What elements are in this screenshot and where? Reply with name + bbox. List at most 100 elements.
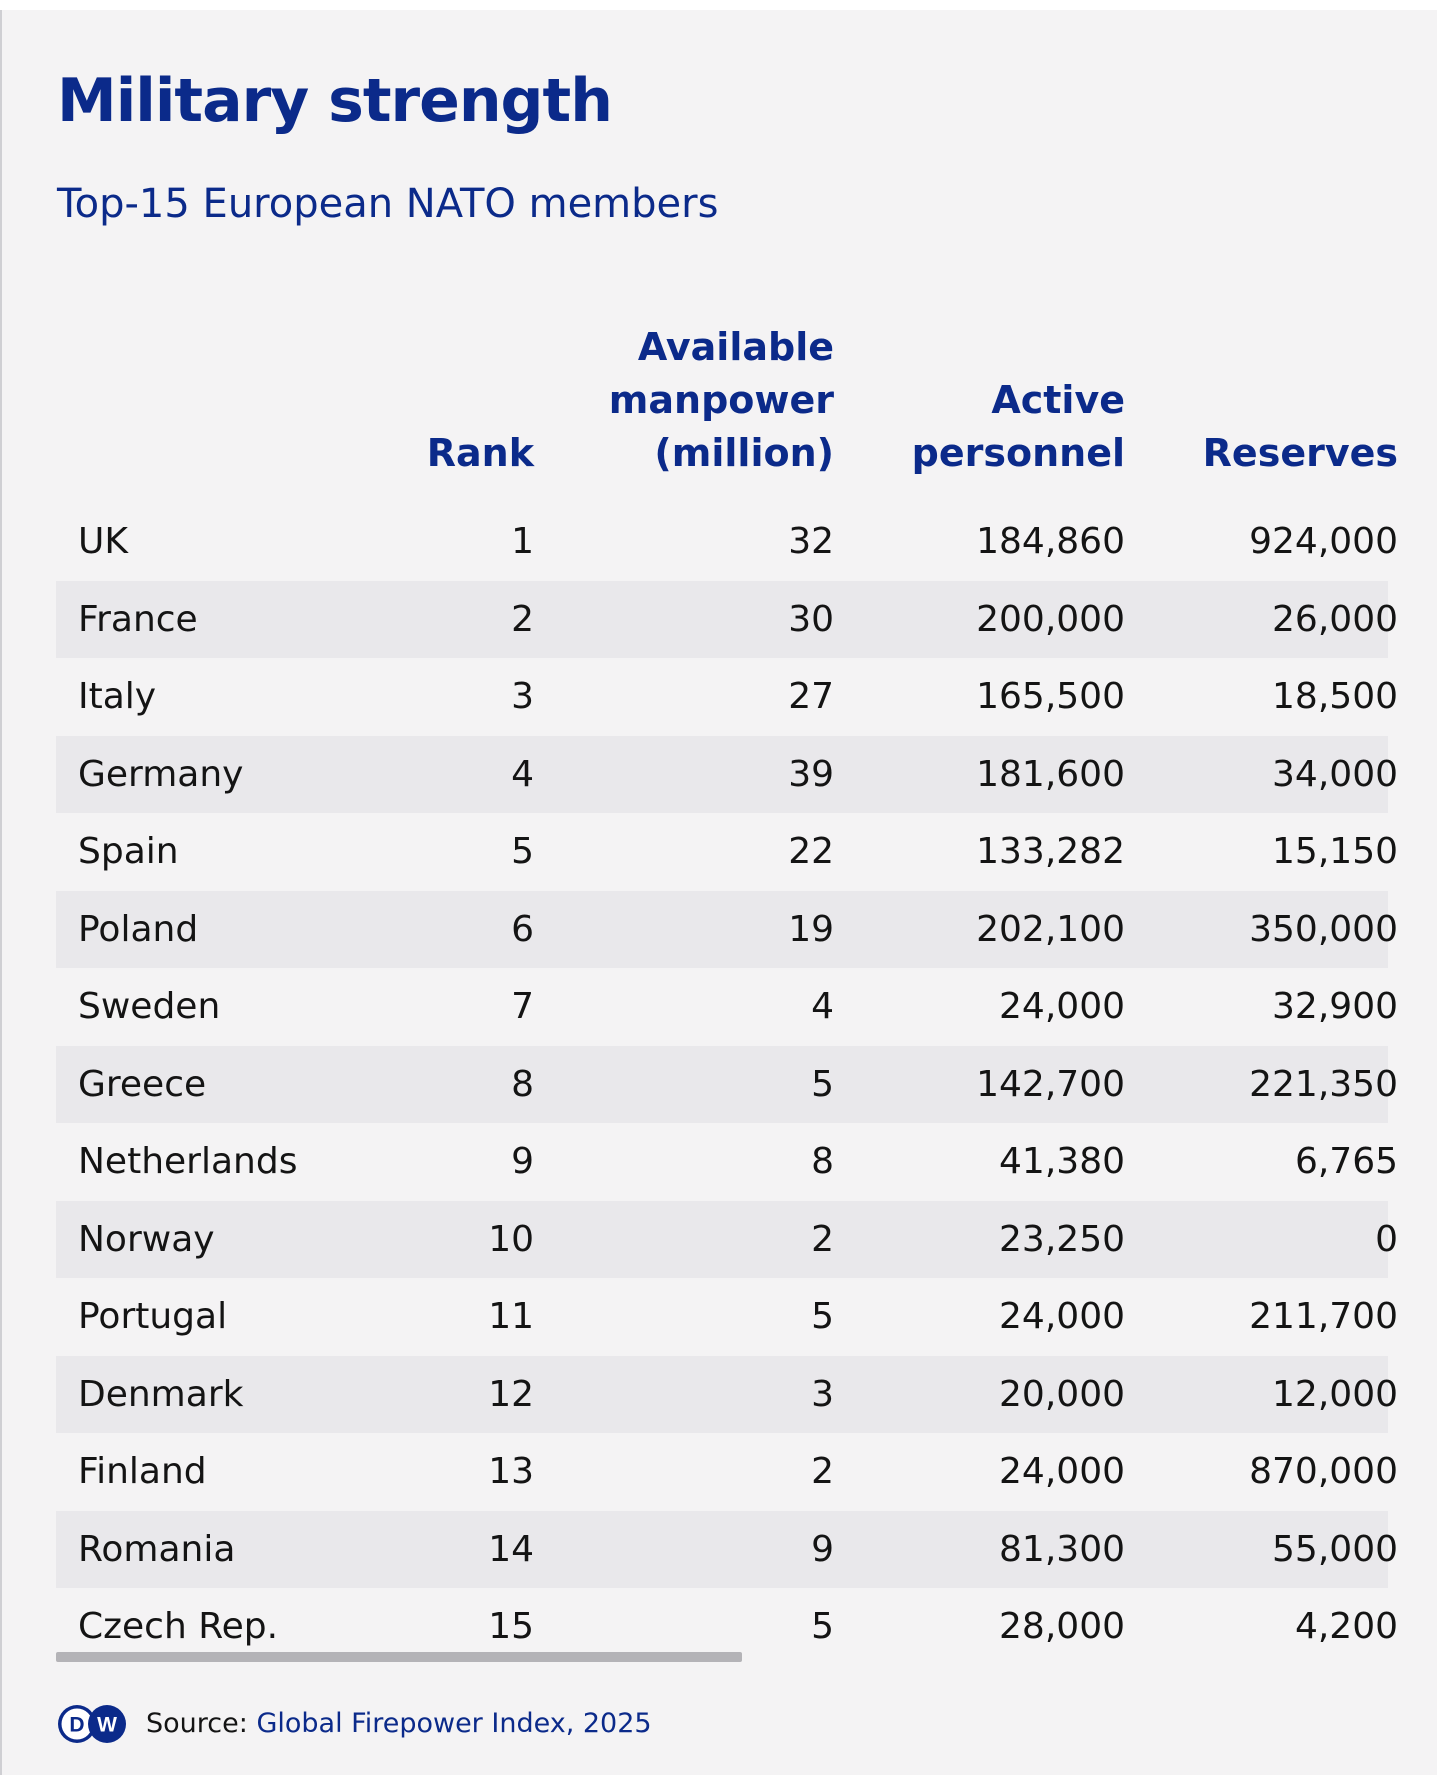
- cell-manpower: 27: [788, 676, 834, 717]
- cell-reserves: 870,000: [1249, 1451, 1398, 1492]
- source-line: D W Source: Global Firepower Index, 2025: [56, 1702, 652, 1746]
- cell-rank: 13: [488, 1451, 534, 1492]
- cell-manpower: 19: [788, 908, 834, 950]
- cell-manpower: 4: [811, 986, 834, 1027]
- cell-rank: 3: [511, 676, 534, 717]
- cell-reserves: 55,000: [1272, 1528, 1398, 1570]
- cell-country: Finland: [78, 1451, 207, 1492]
- cell-reserves: 924,000: [1249, 521, 1398, 562]
- chart-title: Military strength: [57, 66, 613, 136]
- table-row: Germany 4 39 181,600 34,000: [56, 735, 1398, 813]
- cell-reserves: 32,900: [1272, 986, 1398, 1027]
- table-body: UK 1 32 184,860 924,000 France 2 30 200,000 26,00…: [56, 503, 1398, 1666]
- cell-reserves: 350,000: [1249, 908, 1398, 950]
- cell-reserves: 211,700: [1249, 1296, 1398, 1337]
- cell-reserves: 34,000: [1272, 753, 1398, 795]
- svg-text:W: W: [97, 1714, 117, 1737]
- cell-active-personnel: 24,000: [999, 1296, 1125, 1337]
- cell-reserves: 6,765: [1294, 1141, 1398, 1182]
- source-value: Global Firepower Index, 2025: [256, 1708, 652, 1739]
- cell-manpower: 39: [788, 753, 834, 795]
- chart-card: Military strength Top-15 European NATO m…: [0, 10, 1437, 1775]
- table-row: Denmark 12 3 20,000 12,000: [56, 1355, 1398, 1433]
- horizontal-scrollbar[interactable]: [56, 1652, 742, 1662]
- column-header-line: Rank: [426, 431, 534, 475]
- cell-reserves: 0: [1375, 1218, 1398, 1260]
- cell-manpower: 32: [788, 521, 834, 562]
- cell-active-personnel: 41,380: [999, 1141, 1125, 1182]
- cell-active-personnel: 23,250: [999, 1218, 1125, 1260]
- cell-active-personnel: 81,300: [999, 1528, 1125, 1570]
- table-row: Italy 3 27 165,500 18,500: [56, 658, 1398, 736]
- cell-rank: 1: [511, 521, 534, 562]
- cell-reserves: 12,000: [1272, 1373, 1398, 1415]
- table-row: Czech Rep. 15 5 28,000 4,200: [56, 1588, 1398, 1666]
- column-header-line: manpower: [608, 378, 834, 422]
- table-row: Sweden 7 4 24,000 32,900: [56, 968, 1398, 1046]
- table-header: Rank Available manpower (million) Active…: [56, 325, 1398, 480]
- cell-rank: 14: [488, 1528, 534, 1570]
- table-row: Netherlands 9 8 41,380 6,765: [56, 1123, 1398, 1201]
- cell-country: Greece: [78, 1063, 207, 1105]
- cell-reserves: 15,150: [1272, 831, 1398, 872]
- cell-manpower: 2: [811, 1451, 834, 1492]
- table-row: Romania 14 9 81,300 55,000: [56, 1510, 1398, 1588]
- column-header-line: Active: [991, 378, 1125, 422]
- cell-active-personnel: 165,500: [976, 676, 1125, 717]
- source-text: Source: Global Firepower Index, 2025: [146, 1702, 652, 1746]
- cell-rank: 5: [511, 831, 534, 872]
- cell-active-personnel: 133,282: [976, 831, 1125, 872]
- cell-rank: 7: [511, 986, 534, 1027]
- cell-country: Norway: [78, 1218, 215, 1260]
- cell-active-personnel: 184,860: [976, 521, 1125, 562]
- cell-manpower: 22: [788, 831, 834, 872]
- cell-rank: 2: [511, 598, 534, 640]
- cell-rank: 15: [488, 1606, 534, 1647]
- cell-reserves: 18,500: [1272, 676, 1398, 717]
- cell-manpower: 30: [788, 598, 834, 640]
- cell-rank: 11: [488, 1296, 534, 1337]
- table-row: Norway 10 2 23,250 0: [56, 1200, 1398, 1278]
- cell-active-personnel: 24,000: [999, 986, 1125, 1027]
- cell-manpower: 2: [811, 1218, 834, 1260]
- cell-active-personnel: 20,000: [999, 1373, 1125, 1415]
- table-row: Spain 5 22 133,282 15,150: [56, 813, 1398, 891]
- chart-subtitle: Top-15 European NATO members: [57, 181, 719, 227]
- cell-active-personnel: 200,000: [976, 598, 1125, 640]
- table-row: UK 1 32 184,860 924,000: [56, 503, 1398, 581]
- cell-country: Romania: [78, 1528, 236, 1570]
- cell-country: Portugal: [78, 1296, 228, 1337]
- cell-rank: 6: [511, 908, 534, 950]
- svg-text:D: D: [69, 1714, 84, 1737]
- table-row: Finland 13 2 24,000 870,000: [56, 1433, 1398, 1511]
- cell-country: Sweden: [78, 986, 221, 1027]
- cell-rank: 9: [511, 1141, 534, 1182]
- cell-manpower: 5: [811, 1606, 834, 1647]
- cell-country: Netherlands: [78, 1141, 298, 1182]
- cell-reserves: 4,200: [1294, 1606, 1398, 1647]
- cell-active-personnel: 181,600: [976, 753, 1125, 795]
- table-row: Greece 8 5 142,700 221,350: [56, 1045, 1398, 1123]
- cell-active-personnel: 202,100: [976, 908, 1125, 950]
- cell-reserves: 221,350: [1249, 1063, 1398, 1105]
- cell-manpower: 9: [811, 1528, 834, 1570]
- source-label: Source:: [146, 1708, 248, 1739]
- cell-country: France: [78, 598, 198, 640]
- column-header-rank: Rank: [427, 427, 534, 480]
- cell-country: Spain: [78, 831, 179, 872]
- cell-country: Italy: [78, 676, 157, 717]
- cell-manpower: 5: [811, 1063, 834, 1105]
- cell-active-personnel: 28,000: [999, 1606, 1125, 1647]
- cell-active-personnel: 24,000: [999, 1451, 1125, 1492]
- cell-active-personnel: 142,700: [976, 1063, 1125, 1105]
- cell-rank: 8: [511, 1063, 534, 1105]
- column-header-manpower: Available manpower (million): [609, 321, 834, 480]
- table-row: Portugal 11 5 24,000 211,700: [56, 1278, 1398, 1356]
- cell-country: Germany: [78, 753, 244, 795]
- dw-logo-icon: D W: [56, 1703, 128, 1745]
- column-header-line: Reserves: [1202, 431, 1398, 475]
- cell-manpower: 8: [811, 1141, 834, 1182]
- cell-country: Poland: [78, 908, 199, 950]
- cell-country: UK: [78, 521, 128, 562]
- column-header-active-personnel: Active personnel: [912, 374, 1125, 480]
